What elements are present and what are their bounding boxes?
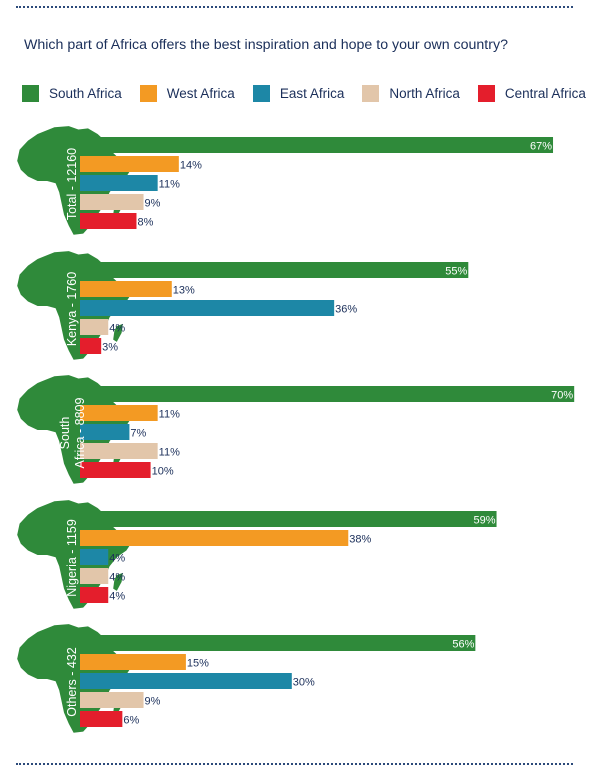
data-label: 11% <box>159 409 180 421</box>
bar <box>80 635 476 651</box>
group-label-line: Others - 432 <box>65 647 79 717</box>
bar <box>80 549 109 565</box>
chart-question: Which part of Africa offers the best ins… <box>24 37 508 53</box>
bar <box>80 462 151 478</box>
africa-continent-shape <box>17 624 134 733</box>
group-label: Others - 432 <box>65 647 79 717</box>
bar <box>80 692 144 708</box>
legend-item-central-africa: Central Africa <box>477 84 586 102</box>
data-label: 11% <box>159 447 180 459</box>
bar <box>80 213 137 229</box>
data-label: 14% <box>180 160 202 172</box>
chart-group: 55% 13% 36% 4% 3% Kenya - 1760 <box>17 251 469 360</box>
bar <box>80 511 497 527</box>
legend-label-central-africa: Central Africa <box>504 85 586 101</box>
africa-continent-shape <box>17 375 134 484</box>
madagascar-shape <box>113 572 123 591</box>
bar <box>80 405 158 421</box>
data-label: 8% <box>137 217 153 229</box>
group-label-line: Africa - 8809 <box>73 398 87 469</box>
data-label: 56% <box>452 639 474 651</box>
bar <box>80 137 554 153</box>
data-label: 3% <box>102 342 118 354</box>
bar <box>80 175 158 191</box>
data-label: 4% <box>109 591 125 603</box>
bar <box>80 194 144 210</box>
data-label: 4% <box>109 572 125 584</box>
bar <box>80 711 123 727</box>
bar <box>80 673 292 689</box>
bar <box>80 319 109 335</box>
top-dotted-divider <box>16 6 573 8</box>
legend-item-north-africa: North Africa <box>362 84 460 102</box>
data-label: 59% <box>474 515 496 527</box>
bar <box>80 300 335 316</box>
chart-group: 70% 11% 7% 11% 10% SouthAfrica - 8809 <box>17 375 575 484</box>
legend: South Africa West Africa East Africa Nor… <box>22 83 595 103</box>
legend-item-east-africa: East Africa <box>252 84 345 102</box>
bar <box>80 338 102 354</box>
group-label-line: Nigeria - 1159 <box>65 519 79 597</box>
legend-swatch-west-africa <box>139 84 157 102</box>
chart-group: 67% 14%11% 9% 8% Total - 12160 <box>17 126 554 235</box>
africa-map-icon <box>17 251 134 360</box>
data-label: 4% <box>109 553 125 565</box>
bar <box>80 654 186 670</box>
legend-swatch-north-africa <box>362 84 380 102</box>
bar <box>80 156 179 172</box>
data-label: 55% <box>445 266 467 278</box>
data-label: 38% <box>349 534 371 546</box>
data-label: 36% <box>335 304 357 316</box>
data-label: 67% <box>530 141 552 153</box>
africa-map-icon <box>17 500 134 609</box>
madagascar-shape <box>113 323 123 342</box>
bar <box>80 424 130 440</box>
bottom-dotted-divider <box>16 763 573 765</box>
legend-label-north-africa: North Africa <box>389 85 460 101</box>
group-label: SouthAfrica - 8809 <box>58 398 87 469</box>
bar <box>80 262 469 278</box>
legend-label-east-africa: East Africa <box>279 85 345 101</box>
data-label: 30% <box>293 677 315 689</box>
bar <box>80 587 109 603</box>
data-label: 9% <box>145 696 161 708</box>
group-label: Kenya - 1760 <box>65 272 79 346</box>
bar <box>80 386 575 402</box>
bar <box>80 443 158 459</box>
africa-continent-shape <box>17 126 134 235</box>
legend-item-south-africa: South Africa <box>22 84 122 102</box>
bar <box>80 530 349 546</box>
chart-group: 56% 15% 30% 9% 6% Others - 432 <box>17 624 476 733</box>
data-label: 9% <box>145 198 161 210</box>
data-label: 70% <box>551 390 573 402</box>
legend-label-south-africa: South Africa <box>49 85 122 101</box>
legend-swatch-east-africa <box>252 84 270 102</box>
data-label: 6% <box>123 715 139 727</box>
data-label: 13% <box>173 285 195 297</box>
legend-swatch-central-africa <box>477 84 495 102</box>
legend-item-west-africa: West Africa <box>139 84 235 102</box>
africa-continent-shape <box>17 251 134 360</box>
chart-group: 59% 38% 4% 4% 4% Nigeria - 1159 <box>17 500 497 609</box>
data-label: 4% <box>109 323 125 335</box>
legend-swatch-south-africa <box>22 84 39 102</box>
data-label: 10% <box>152 466 174 478</box>
group-label: Total - 12160 <box>65 148 79 220</box>
africa-continent-shape <box>17 500 134 609</box>
bar <box>80 281 172 297</box>
group-label: Nigeria - 1159 <box>65 519 79 597</box>
data-label: 7% <box>130 428 146 440</box>
data-label: 15% <box>187 658 209 670</box>
data-label: 11% <box>159 179 180 191</box>
bar <box>80 568 109 584</box>
legend-label-west-africa: West Africa <box>166 85 235 101</box>
group-label-line: South <box>58 417 72 450</box>
group-label-line: Kenya - 1760 <box>65 272 79 346</box>
group-label-line: Total - 12160 <box>65 148 79 220</box>
